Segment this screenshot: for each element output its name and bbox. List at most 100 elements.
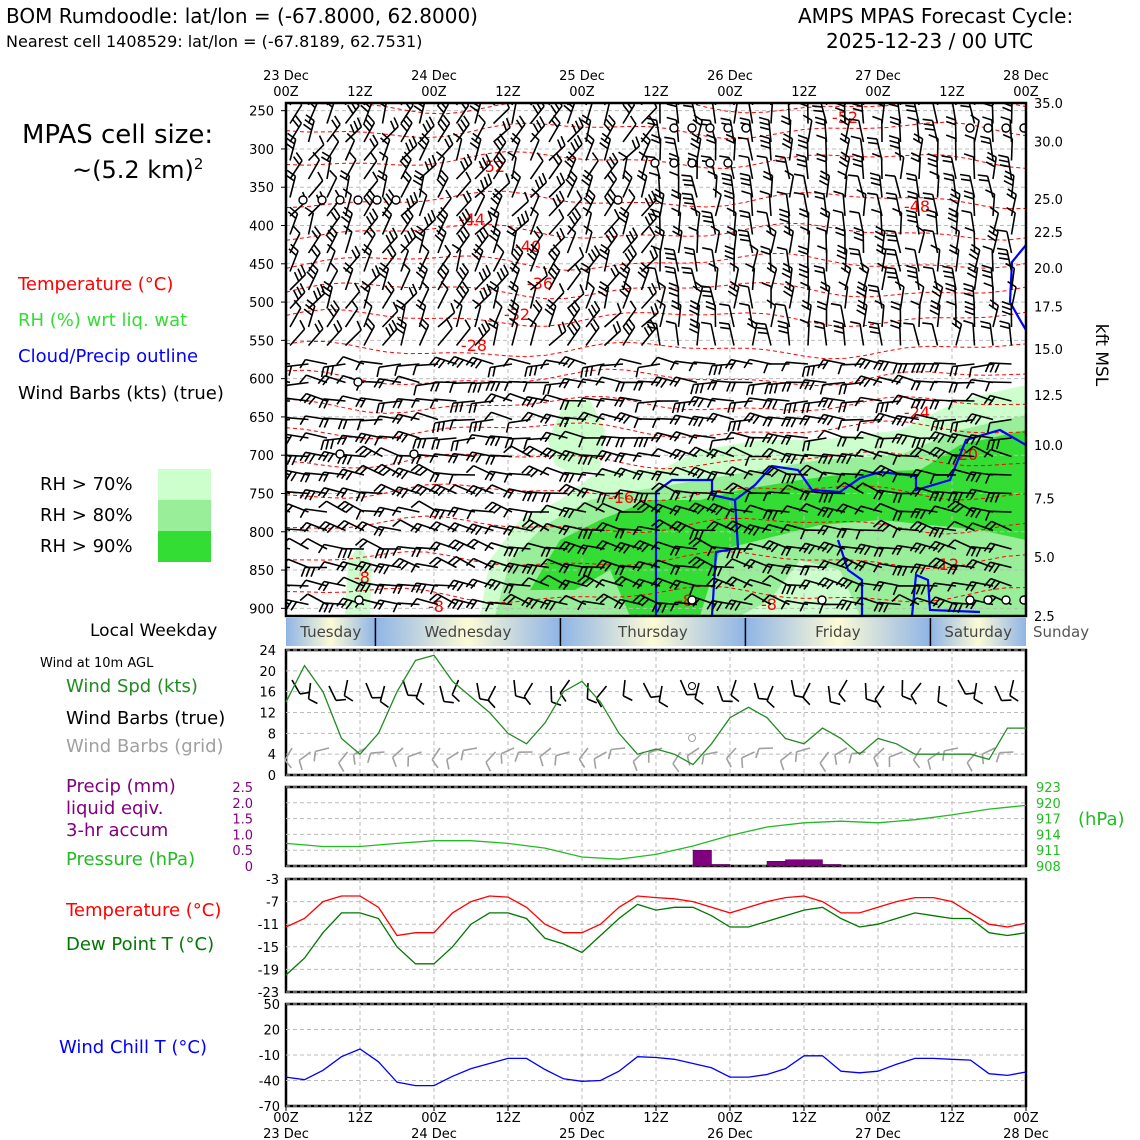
top-axis-hour-label: 12Z	[643, 85, 669, 100]
wind-barb	[836, 481, 864, 495]
wind-barb	[548, 283, 565, 310]
wind-barb-true	[716, 685, 733, 703]
wind-barb	[905, 172, 920, 198]
wind-barb	[640, 226, 656, 254]
calm-wind-circle	[983, 595, 993, 605]
wind-barb	[890, 319, 902, 346]
wind-barb	[539, 522, 568, 532]
wind-barb	[432, 418, 457, 433]
wind-barb	[484, 524, 513, 535]
wind-barb	[776, 191, 791, 217]
wind-barb	[793, 191, 809, 217]
wind-barb	[892, 510, 920, 521]
wind-barb	[982, 116, 994, 143]
bottom-axis-date-label: 28 Dec	[1003, 1127, 1049, 1140]
precip-tick-label: 1.5	[232, 813, 253, 828]
wind-barb	[873, 489, 901, 501]
wind-barb	[942, 265, 957, 291]
wind-barb	[690, 133, 702, 161]
calm-wind-circle	[1019, 595, 1026, 605]
wind-barb	[928, 596, 957, 609]
wind-barb	[949, 418, 975, 433]
wind-barb	[964, 300, 976, 328]
wind-barb	[299, 579, 328, 589]
wind-barb	[566, 207, 582, 235]
precip-bar	[692, 849, 712, 867]
kft-tick-label: 25.0	[1034, 193, 1063, 208]
wind-barb-grid	[593, 751, 607, 769]
wind-barb	[817, 577, 846, 590]
wind-barb	[761, 282, 772, 309]
wind-barb	[963, 153, 976, 180]
wind-barb	[650, 208, 661, 235]
wind-barb	[817, 245, 828, 272]
wind-barb-true	[827, 685, 841, 706]
wind-barb	[502, 562, 531, 574]
wind-barb	[548, 103, 551, 106]
wind-barb	[689, 299, 701, 328]
wind-barb	[688, 434, 716, 445]
kft-tick-label: 35.0	[1034, 97, 1063, 112]
wind-barb	[743, 578, 772, 589]
wind-barb	[521, 577, 550, 587]
wind-barb	[437, 114, 451, 143]
wind-barb	[929, 474, 957, 485]
wind-barb	[566, 190, 583, 217]
wind-barb	[743, 593, 772, 606]
wind-barb	[724, 599, 753, 611]
wind-barb	[391, 506, 420, 517]
temperature-contour	[286, 308, 1026, 328]
weekday-band	[286, 618, 376, 646]
wind-barb-true	[790, 679, 805, 699]
wind-barb	[577, 528, 605, 540]
wind-barb	[558, 471, 587, 483]
wind-barb	[617, 206, 630, 235]
wind-barb	[539, 599, 568, 611]
wind-barb	[769, 103, 772, 106]
wind-barb	[391, 413, 420, 425]
wind-barb	[928, 505, 957, 515]
wind-barb	[724, 576, 753, 587]
rh-area-90	[530, 430, 1026, 616]
wind-barb	[700, 285, 717, 309]
wind-barb	[738, 302, 754, 328]
wind-barb	[521, 411, 550, 423]
wind-barb	[633, 380, 661, 391]
wind-barb	[719, 303, 735, 328]
wind-barb	[981, 264, 994, 291]
wind-barb	[529, 226, 544, 254]
wind-barb	[987, 225, 999, 254]
wind-barb	[417, 132, 430, 161]
wind-barb	[539, 447, 568, 460]
kft-tick-label: 5.0	[1034, 551, 1055, 566]
wind-barb-grid	[755, 747, 774, 759]
wind-barb	[780, 452, 809, 464]
wind-barb	[875, 400, 901, 414]
wind-barb	[566, 225, 577, 254]
legend-rh: RH (%) wrt liq. wat	[18, 310, 188, 331]
wind-barb	[888, 103, 902, 124]
wind-barb	[1006, 207, 1016, 235]
wind-barb	[988, 299, 1000, 328]
wind-barb	[852, 103, 865, 124]
wind-barb	[926, 208, 939, 235]
wind-barb	[622, 103, 626, 106]
wind-barb	[706, 599, 735, 612]
bottom-axis-hour-label: 00Z	[865, 1111, 891, 1126]
wind-barb-grid	[912, 747, 922, 769]
wind-barb	[286, 599, 309, 611]
wind-barb	[622, 227, 639, 254]
temperature-contour	[286, 451, 1026, 470]
wind-barb	[996, 247, 1013, 272]
wind-barb	[635, 363, 661, 378]
wind-barb	[447, 579, 476, 592]
wind-barb	[892, 472, 920, 483]
wind-barb	[492, 152, 507, 180]
wind-barb	[788, 103, 791, 106]
wind-barb	[381, 245, 397, 272]
calm-wind-circle	[705, 123, 715, 133]
bottom-axis-date-label: 25 Dec	[559, 1127, 605, 1140]
wind-barb	[758, 116, 772, 143]
wind-barb	[392, 519, 420, 532]
wind-barb	[529, 116, 546, 143]
